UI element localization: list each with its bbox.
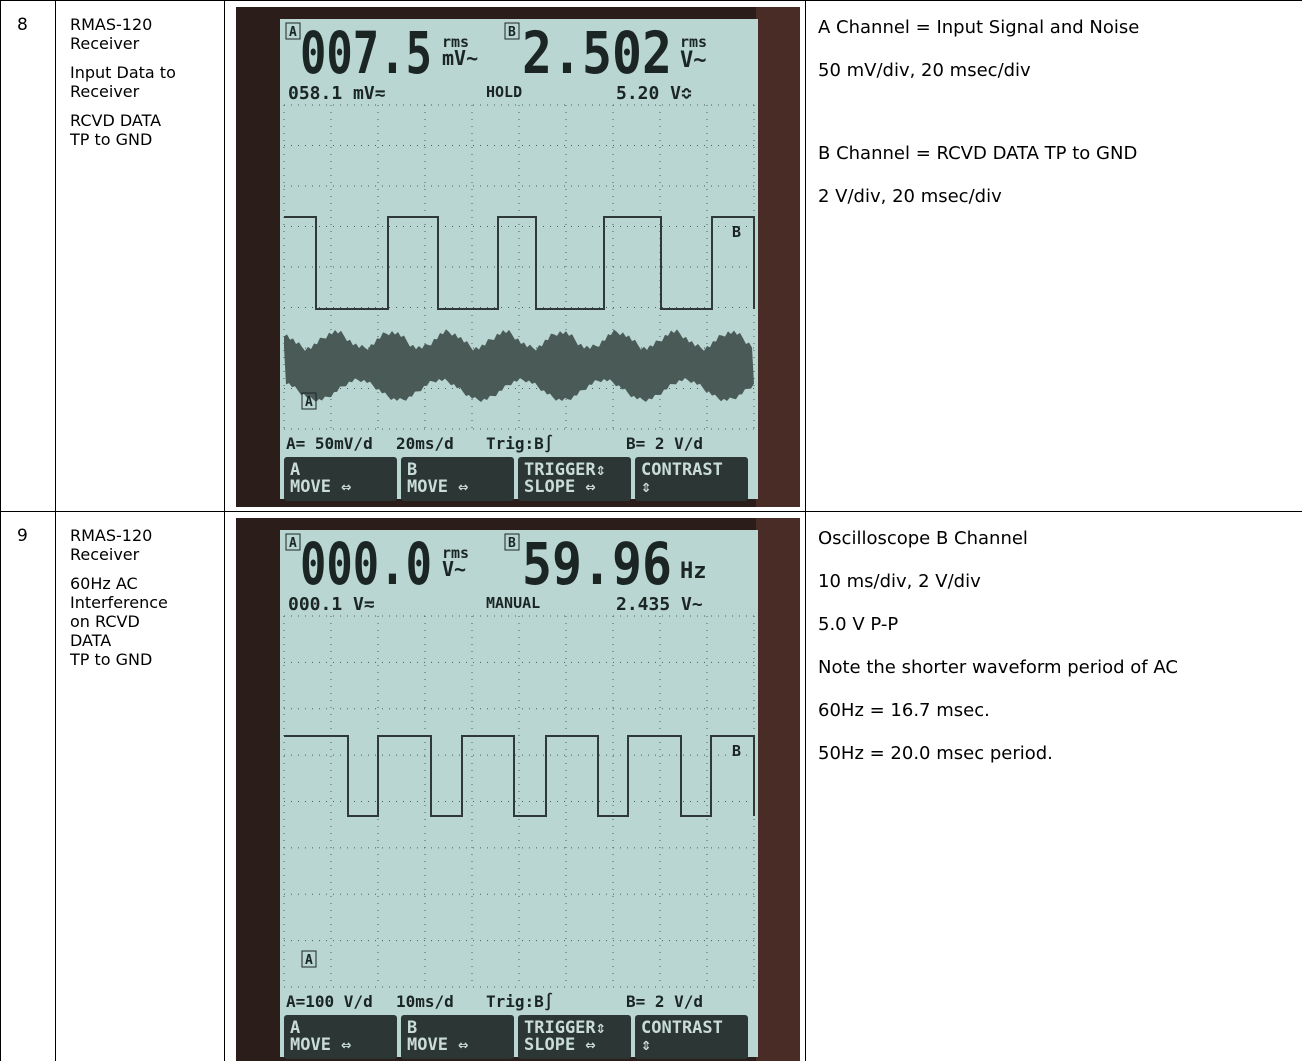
unit: Hz — [680, 559, 707, 584]
channel-label: B — [508, 536, 516, 551]
footer-setting: 10ms/d — [396, 992, 454, 1011]
paragraph: RMAS-120 Receiver — [70, 15, 153, 53]
row-number: 8 — [0, 0, 56, 512]
softkey — [284, 457, 397, 501]
screen — [280, 530, 758, 1057]
paragraph: 10 ms/div, 2 V/div — [818, 571, 981, 592]
paragraph: 2 V/div, 20 msec/div — [818, 186, 1002, 207]
footer-setting: Trig:B∫ — [486, 992, 553, 1011]
softkey-label: CONTRAST ⇕ — [641, 460, 723, 497]
softkey — [284, 1015, 397, 1059]
channel-box — [504, 22, 520, 40]
unit: V~ — [442, 557, 466, 581]
b-reading: 59.96 — [522, 530, 672, 598]
status: HOLD — [486, 83, 522, 101]
softkey-label: CONTRAST ⇕ — [641, 1018, 723, 1055]
row-number: 9 — [0, 511, 56, 1061]
softkey — [635, 457, 748, 501]
trace-label: A — [305, 395, 313, 410]
channel-box — [504, 533, 520, 551]
channel-box — [285, 22, 301, 40]
paragraph: B Channel = RCVD DATA TP to GND — [818, 143, 1138, 164]
unit: V~ — [680, 48, 707, 73]
footer-setting: A=100 V/d — [286, 992, 373, 1011]
description: RMAS-120 Receiver Input Data to Receiver R… — [55, 0, 225, 512]
bezel-glare — [756, 518, 800, 1061]
a-reading: 000.0 — [300, 530, 432, 598]
unit: rms — [442, 33, 469, 51]
softkey-label: B MOVE ⇔ — [407, 1018, 468, 1055]
unit: rms — [680, 33, 707, 51]
softkey — [401, 1015, 514, 1059]
sub-reading: 058.1 mV≂ — [288, 83, 386, 104]
channel-box — [301, 392, 317, 410]
paragraph: A Channel = Input Signal and Noise — [818, 17, 1140, 38]
footer-setting: B= 2 V/d — [626, 992, 703, 1011]
paragraph: Oscilloscope B Channel — [818, 528, 1028, 549]
footer-setting: Trig:B∫ — [486, 434, 553, 453]
softkey-label: B MOVE ⇔ — [407, 460, 468, 497]
paragraph: 60Hz AC Interference on RCVD DATA TP to … — [70, 574, 168, 669]
softkey — [635, 1015, 748, 1059]
softkey — [518, 457, 631, 501]
channel-label: B — [508, 25, 516, 40]
a-reading: 007.5 — [300, 19, 432, 87]
trace-label: B — [732, 742, 741, 760]
paragraph: 60Hz = 16.7 msec. — [818, 700, 990, 721]
footer-setting: 20ms/d — [396, 434, 454, 453]
paragraph: 50 mV/div, 20 msec/div — [818, 60, 1031, 81]
table-row: 9 RMAS-120 Receiver 60Hz AC Interference … — [0, 511, 1302, 1061]
softkey-label: A MOVE ⇔ — [290, 1018, 351, 1055]
footer-setting: A= 50mV/d — [286, 434, 373, 453]
trace-a — [284, 329, 754, 402]
sub-reading: 5.20 V≎ — [616, 83, 692, 104]
channel-box — [285, 533, 301, 551]
softkey-label: TRIGGER⇕ SLOPE ⇔ — [524, 460, 606, 497]
sub-reading: 2.435 V~ — [616, 594, 703, 615]
channel-box — [301, 950, 317, 968]
trace-label: A — [305, 953, 313, 968]
notes: Oscilloscope B Channel 10 ms/div, 2 V/div… — [805, 511, 1302, 1061]
footer-setting: B= 2 V/d — [626, 434, 703, 453]
trace-label: B — [732, 223, 741, 241]
trace-b — [284, 216, 755, 310]
channel-label: A — [289, 536, 297, 551]
unit: mV~ — [442, 46, 478, 70]
paragraph: Input Data to Receiver — [70, 63, 176, 101]
softkey-label: TRIGGER⇕ SLOPE ⇔ — [524, 1018, 606, 1055]
b-reading: 2.502 — [522, 19, 672, 87]
softkey — [401, 457, 514, 501]
table-row: 8 RMAS-120 Receiver Input Data to Receive… — [0, 0, 1302, 512]
bezel-glare — [756, 7, 800, 507]
paragraph: 50Hz = 20.0 msec period. — [818, 743, 1053, 764]
trace-b — [284, 735, 755, 817]
notes: A Channel = Input Signal and Noise 50 mV/… — [805, 0, 1302, 512]
unit: rms — [442, 544, 469, 562]
status: MANUAL — [486, 594, 540, 612]
softkey — [518, 1015, 631, 1059]
channel-label: A — [289, 25, 297, 40]
paragraph: RCVD DATA TP to GND — [70, 111, 162, 149]
paragraph: RMAS-120 Receiver — [70, 526, 153, 564]
description: RMAS-120 Receiver 60Hz AC Interference on… — [55, 511, 225, 1061]
softkey-label: A MOVE ⇔ — [290, 460, 351, 497]
sub-reading: 000.1 V≂ — [288, 594, 375, 615]
paragraph: 5.0 V P-P — [818, 614, 899, 635]
paragraph: Note the shorter waveform period of AC — [818, 657, 1178, 678]
